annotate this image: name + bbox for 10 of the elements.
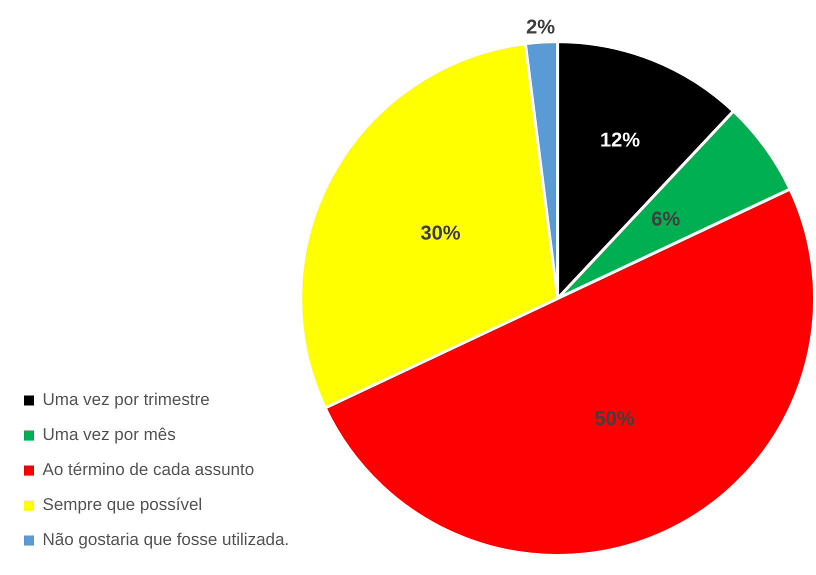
data-label: 50% — [594, 408, 635, 430]
data-label: 2% — [526, 16, 556, 39]
data-label: 30% — [420, 222, 461, 245]
legend-label: Uma vez por mês — [42, 425, 176, 444]
legend-label: Ao término de cada assunto — [42, 460, 254, 480]
legend-label: Sempre que possível — [42, 495, 202, 514]
legend-label: Não gostaria que fosse utilizada. — [42, 530, 290, 550]
data-label: 6% — [651, 208, 680, 230]
legend-label: Uma vez por trimestre — [42, 390, 210, 410]
data-label: 12% — [600, 129, 640, 152]
